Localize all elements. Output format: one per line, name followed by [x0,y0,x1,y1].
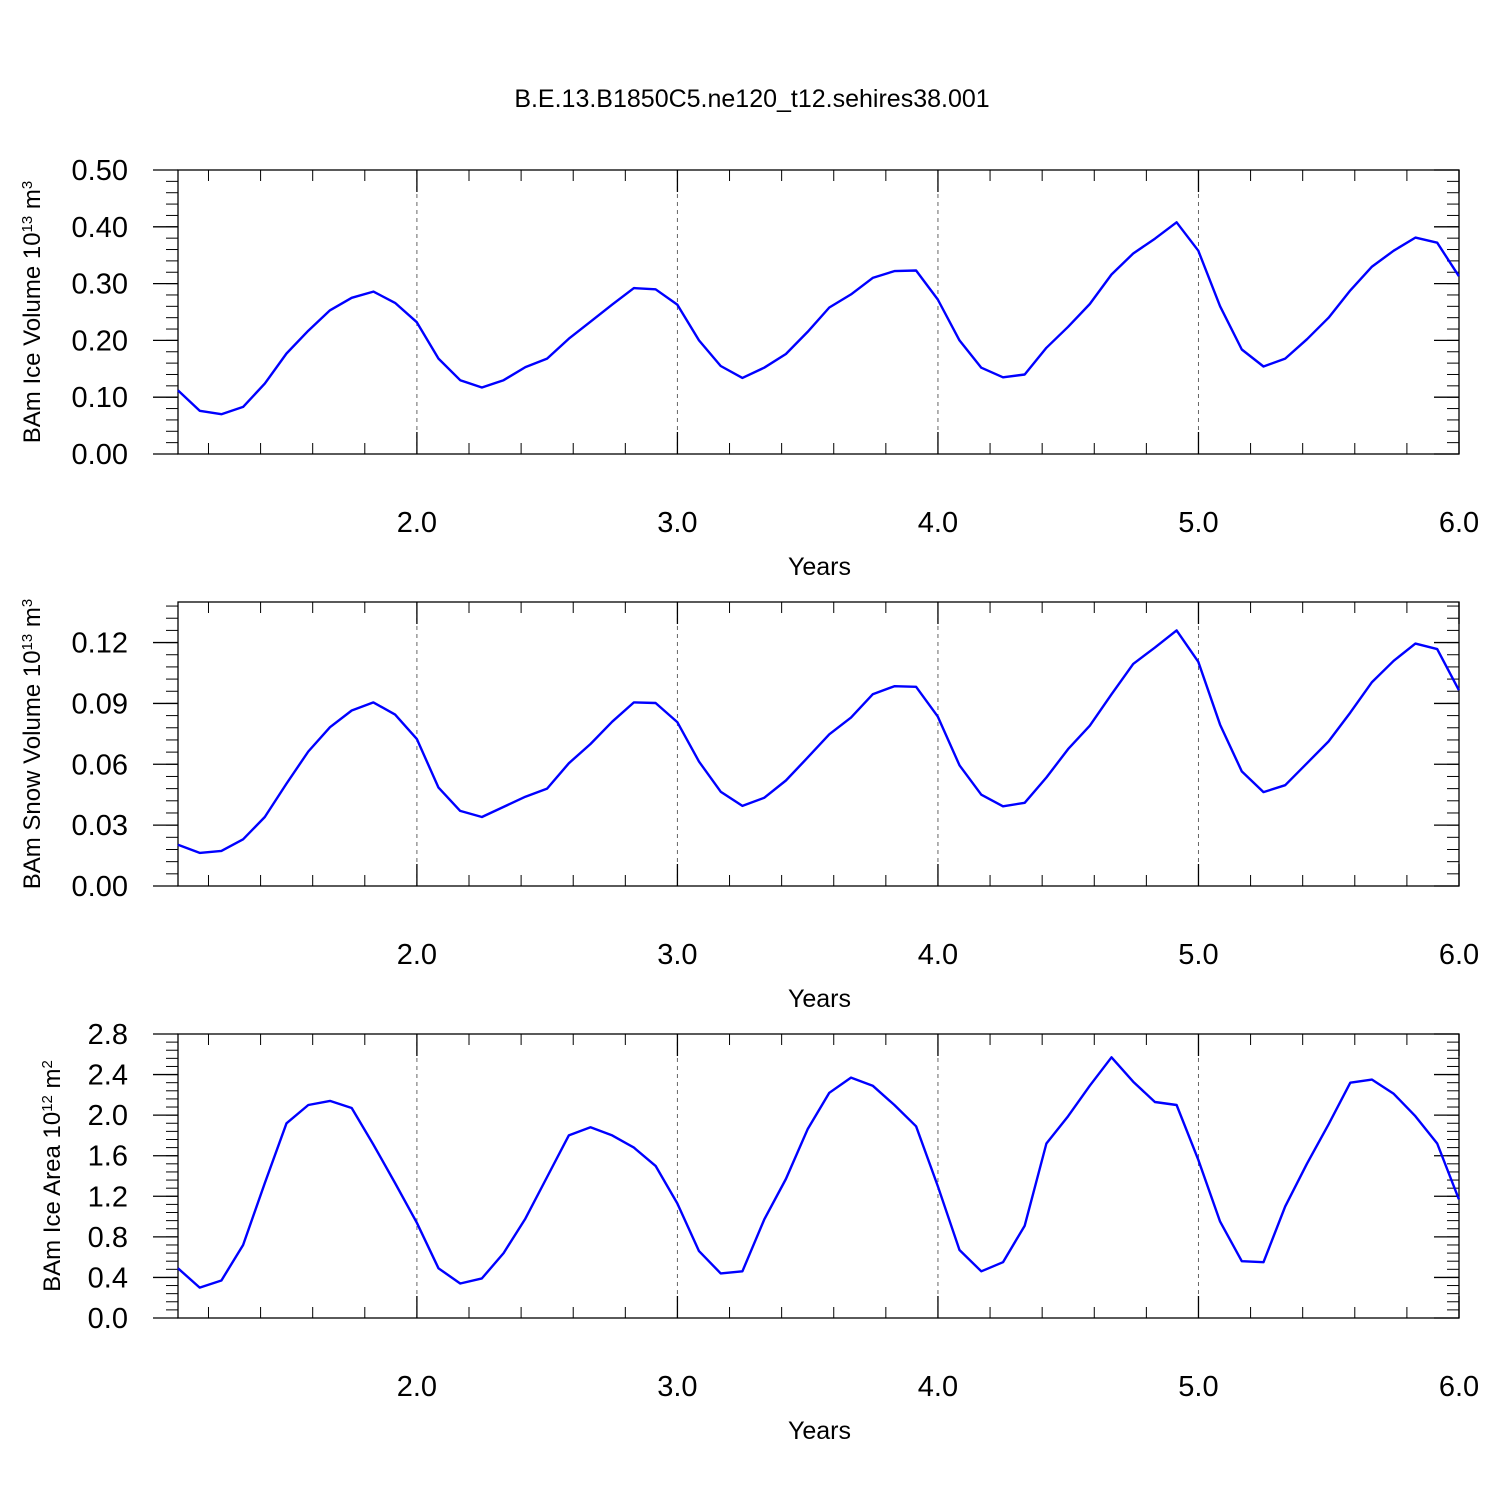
y-axis-label-sup: 13 [19,216,36,233]
series-line-0 [177,1056,1461,1289]
y-tick-label: 1.2 [88,1181,128,1213]
x-axis-label: Years [788,553,851,581]
y-tick-label: 0.8 [88,1222,128,1254]
x-tick-label: 2.0 [397,939,437,971]
y-axis-label: BAm Snow Volume 1013 m3 [19,599,47,890]
y-axis-label-text: m [39,1068,66,1095]
x-tick-label: 4.0 [918,1371,958,1403]
y-tick-label: 0.4 [88,1262,128,1294]
series-line-0 [177,629,1460,855]
y-tick-label: 2.0 [88,1100,128,1132]
y-tick-label: 0.12 [72,628,128,660]
plot-frame [177,1033,1460,1319]
y-tick-label: 2.4 [88,1060,128,1092]
y-axis-label: BAm Ice Area 1012 m2 [39,1060,67,1292]
y-axis-label-text: BAm Snow Volume 10 [19,650,46,889]
y-axis-label-text: m [19,607,46,634]
x-tick-label: 4.0 [918,939,958,971]
x-tick-label: 3.0 [657,507,697,539]
x-tick-label: 4.0 [918,507,958,539]
plot-frame [177,169,1460,455]
x-tick-label: 5.0 [1178,939,1218,971]
y-tick-label: 0.06 [72,749,128,781]
panel-snow-volume: 2.0 3.0 4.0 5.0 6.0 0.00 0.03 0.06 0.09 0.12 Years… [19,599,1480,1013]
y-axis-label-sup: 2 [39,1060,56,1068]
y-axis-label-sup: 3 [19,599,36,607]
y-tick-label: 0.40 [72,212,128,244]
x-tick-label: 3.0 [657,1371,697,1403]
y-tick-label: 0.0 [88,1303,128,1335]
x-tick-label: 6.0 [1439,1371,1479,1403]
y-tick-label: 0.03 [72,810,128,842]
y-axis-label: BAm Ice Volume 1013 m3 [19,181,47,443]
x-axis-label: Years [788,1417,851,1445]
x-tick-label: 2.0 [397,507,437,539]
y-axis-label-sup: 3 [19,181,36,189]
y-axis-label-sup: 13 [19,634,36,651]
y-tick-label: 0.10 [72,382,128,414]
y-tick-label: 1.6 [88,1141,128,1173]
x-tick-label: 5.0 [1178,507,1218,539]
y-tick-label: 0.20 [72,325,128,357]
x-tick-label: 6.0 [1439,507,1479,539]
y-tick-label: 0.50 [72,155,128,187]
x-tick-label: 2.0 [397,1371,437,1403]
series-line-0 [177,221,1460,416]
x-tick-label: 6.0 [1439,939,1479,971]
y-tick-label: 0.09 [72,688,128,720]
y-tick-label: 0.00 [72,439,128,471]
y-tick-label: 0.00 [72,871,128,903]
panel-ice-area: 2.0 3.0 4.0 5.0 6.0 0.0 0.4 0.8 1.2 1.6 2.0 2.4 2.8 Y… [39,1019,1480,1445]
panel-ice-volume: 2.0 3.0 4.0 5.0 6.0 0.00 0.10 0.20 0.30 0.40 0.50 Y… [19,155,1480,581]
plot-frame [177,601,1460,887]
y-axis-label-sup: 12 [39,1095,56,1112]
x-axis-label: Years [788,985,851,1013]
y-axis-label-text: BAm Ice Volume 10 [19,232,46,443]
y-axis-label-text: m [19,189,46,216]
y-tick-label: 2.8 [88,1019,128,1051]
x-tick-label: 3.0 [657,939,697,971]
y-axis-label-text: BAm Ice Area 10 [39,1112,66,1292]
x-tick-label: 5.0 [1178,1371,1218,1403]
figure-title: B.E.13.B1850C5.ne120_t12.sehires38.001 [514,85,989,113]
y-tick-label: 0.30 [72,269,128,301]
